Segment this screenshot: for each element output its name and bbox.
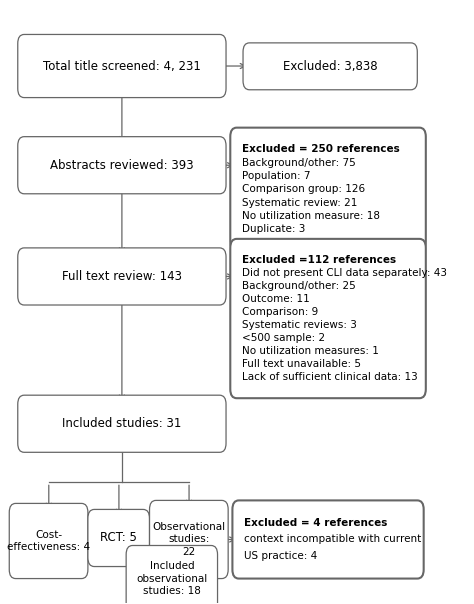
Text: Comparison group: 126: Comparison group: 126 (242, 184, 365, 194)
Text: Did not present CLI data separately: 43: Did not present CLI data separately: 43 (242, 268, 447, 278)
Text: Cost-
effectiveness: 4: Cost- effectiveness: 4 (7, 530, 90, 552)
Text: Duplicate: 3: Duplicate: 3 (242, 224, 305, 234)
FancyBboxPatch shape (232, 500, 424, 579)
Text: Full text review: 143: Full text review: 143 (62, 270, 182, 283)
Text: Excluded = 4 references: Excluded = 4 references (244, 518, 387, 528)
Text: Comparison: 9: Comparison: 9 (242, 307, 318, 317)
Text: Lack of sufficient clinical data: 13: Lack of sufficient clinical data: 13 (242, 371, 418, 382)
FancyBboxPatch shape (230, 127, 426, 251)
Text: Full text unavailable: 5: Full text unavailable: 5 (242, 359, 361, 369)
Text: Excluded: 3,838: Excluded: 3,838 (283, 60, 377, 73)
Text: Background/other: 75: Background/other: 75 (242, 158, 356, 168)
Text: Background/other: 25: Background/other: 25 (242, 281, 356, 291)
FancyBboxPatch shape (18, 137, 226, 194)
FancyBboxPatch shape (243, 43, 417, 90)
Text: Systematic reviews: 3: Systematic reviews: 3 (242, 320, 356, 330)
Text: Outcome: 11: Outcome: 11 (242, 294, 310, 304)
Text: <500 sample: 2: <500 sample: 2 (242, 333, 325, 343)
Text: No utilization measure: 18: No utilization measure: 18 (242, 211, 380, 221)
Text: Abstracts reviewed: 393: Abstracts reviewed: 393 (50, 159, 194, 172)
Text: Excluded =112 references: Excluded =112 references (242, 255, 396, 265)
FancyBboxPatch shape (18, 34, 226, 98)
Text: US practice: 4: US practice: 4 (244, 550, 317, 561)
FancyBboxPatch shape (18, 248, 226, 305)
Text: Systematic review: 21: Systematic review: 21 (242, 198, 357, 208)
FancyBboxPatch shape (149, 500, 228, 579)
Text: Observational
studies:
22: Observational studies: 22 (152, 522, 226, 557)
FancyBboxPatch shape (230, 239, 426, 398)
Text: context incompatible with current: context incompatible with current (244, 535, 421, 544)
Text: Total title screened: 4, 231: Total title screened: 4, 231 (43, 60, 201, 72)
Text: Included studies: 31: Included studies: 31 (62, 417, 182, 430)
Text: Included
observational
studies: 18: Included observational studies: 18 (136, 561, 208, 596)
FancyBboxPatch shape (9, 503, 88, 579)
FancyBboxPatch shape (126, 545, 218, 604)
Text: Population: 7: Population: 7 (242, 171, 310, 181)
FancyBboxPatch shape (88, 509, 149, 567)
FancyBboxPatch shape (18, 395, 226, 452)
Text: Excluded = 250 references: Excluded = 250 references (242, 144, 400, 155)
Text: No utilization measures: 1: No utilization measures: 1 (242, 346, 379, 356)
Text: RCT: 5: RCT: 5 (100, 532, 137, 544)
